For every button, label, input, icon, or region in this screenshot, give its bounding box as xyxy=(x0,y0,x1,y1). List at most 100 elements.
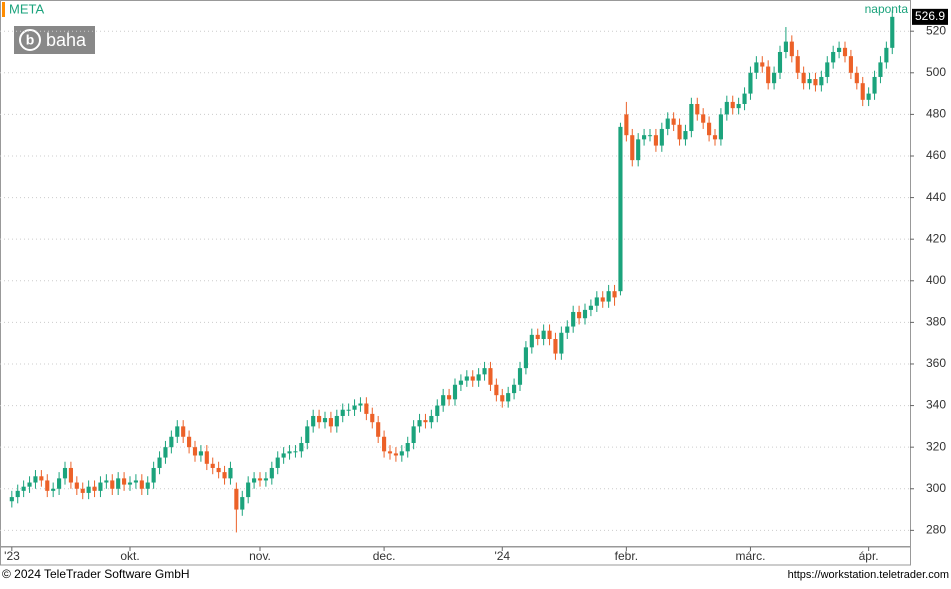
candle-body xyxy=(636,139,641,161)
candle-body xyxy=(358,403,363,406)
candle-body xyxy=(831,51,836,63)
y-tick-label: 400 xyxy=(926,273,946,287)
candle-body xyxy=(677,124,682,140)
plot-frame xyxy=(0,0,911,547)
candle-body xyxy=(204,451,209,464)
candle-body xyxy=(151,467,156,483)
y-tick-label: 380 xyxy=(926,315,946,329)
candle-body xyxy=(104,480,109,483)
candle-body xyxy=(647,135,653,137)
candle-body xyxy=(447,395,452,400)
candle-body xyxy=(523,347,528,369)
candle-body xyxy=(866,93,871,100)
candle-body xyxy=(671,118,676,125)
candle-body xyxy=(789,41,794,57)
x-tick-label: okt. xyxy=(120,549,139,563)
candle-body xyxy=(718,114,723,140)
candle-body xyxy=(163,447,168,458)
candle-body xyxy=(127,482,133,485)
candle-body xyxy=(766,66,771,84)
candle-body xyxy=(618,126,623,292)
candle-body xyxy=(878,62,883,77)
candle-body xyxy=(275,457,280,468)
candle-body xyxy=(783,41,788,52)
logo: baha xyxy=(46,30,87,50)
candle-body xyxy=(517,368,523,385)
candle-body xyxy=(252,478,257,483)
candle-body xyxy=(299,443,304,452)
candle-body xyxy=(825,62,830,77)
candle-body xyxy=(535,334,540,340)
candle-body xyxy=(346,409,351,411)
candle-body xyxy=(417,420,422,427)
candle-body xyxy=(33,476,38,483)
copyright: © 2024 TeleTrader Software GmbH xyxy=(2,567,190,581)
candle-body xyxy=(559,332,564,354)
candle-body xyxy=(736,103,741,109)
x-axis-strip xyxy=(0,546,911,566)
candle-body xyxy=(240,497,245,510)
last-price-box xyxy=(912,8,948,25)
candle-body xyxy=(854,72,859,84)
candle-body xyxy=(476,374,481,381)
x-tick-label: febr. xyxy=(615,549,638,563)
candle-body xyxy=(777,51,783,73)
candle-body xyxy=(257,478,263,481)
candle-body xyxy=(405,443,410,452)
candle-body xyxy=(819,76,824,86)
candle-body xyxy=(458,380,463,385)
y-tick-label: 340 xyxy=(926,398,946,412)
candle-body xyxy=(98,482,103,491)
candle-body xyxy=(382,436,387,452)
candle-body xyxy=(571,311,576,327)
candle-body xyxy=(547,330,552,340)
y-tick-label: 280 xyxy=(926,523,946,537)
candle-body xyxy=(281,453,286,458)
candle-body xyxy=(376,422,381,437)
candle-body xyxy=(494,384,499,396)
candle-body xyxy=(801,72,806,84)
candle-body xyxy=(411,426,416,444)
candle-body xyxy=(145,482,150,489)
candle-body xyxy=(701,114,706,123)
candle-body xyxy=(39,476,44,481)
candle-body xyxy=(181,426,186,437)
candle-body xyxy=(512,384,517,394)
candle-body xyxy=(393,453,398,456)
last-price-label: 526.9 xyxy=(915,9,945,23)
x-tick-label: márc. xyxy=(735,549,765,563)
x-tick-label: dec. xyxy=(373,549,396,563)
candle-body xyxy=(311,415,316,427)
candle-body xyxy=(192,447,198,456)
candle-body xyxy=(860,83,865,100)
candle-body xyxy=(748,72,753,94)
candle-body xyxy=(813,79,818,86)
candle-body xyxy=(216,467,221,473)
candle-body xyxy=(423,420,428,423)
candle-body xyxy=(15,490,20,498)
candle-body xyxy=(441,395,446,406)
candle-body xyxy=(210,463,215,468)
candle-body xyxy=(122,478,127,485)
candle-body xyxy=(795,56,800,73)
symbol: META xyxy=(9,1,44,16)
candle-body xyxy=(399,451,404,456)
candle-body xyxy=(198,451,203,456)
logo-circle xyxy=(19,29,41,51)
candle-body xyxy=(387,451,393,454)
candle-body xyxy=(340,409,345,416)
x-tick-label: '24 xyxy=(494,549,510,563)
candle-body xyxy=(21,486,26,491)
candle-body xyxy=(157,457,162,468)
candle-body xyxy=(582,309,588,319)
candle-body xyxy=(74,482,79,489)
candle-body xyxy=(222,472,227,479)
x-tick-label: nov. xyxy=(249,549,271,563)
candle-body xyxy=(695,103,700,115)
candle-body xyxy=(624,114,629,136)
candle-body xyxy=(689,103,694,132)
candle-body xyxy=(742,93,747,104)
y-tick-label: 420 xyxy=(926,231,946,245)
candle-body xyxy=(364,403,369,414)
candle-body xyxy=(553,339,558,354)
